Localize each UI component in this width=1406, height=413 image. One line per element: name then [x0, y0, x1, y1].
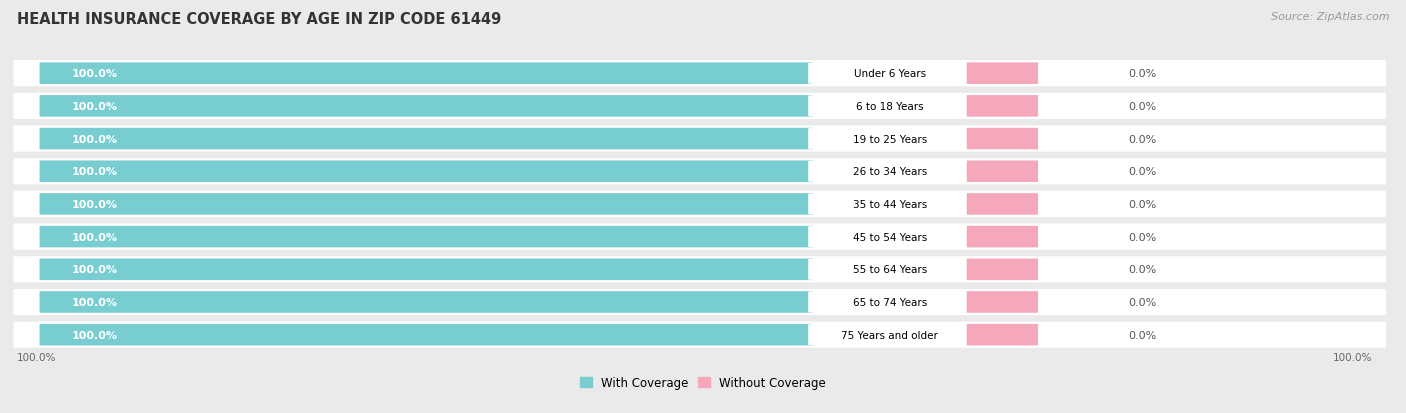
FancyBboxPatch shape — [14, 126, 1386, 152]
Text: 65 to 74 Years: 65 to 74 Years — [852, 297, 927, 307]
FancyBboxPatch shape — [14, 61, 1386, 87]
FancyBboxPatch shape — [14, 224, 1386, 250]
Text: 19 to 25 Years: 19 to 25 Years — [852, 134, 927, 144]
Text: 0.0%: 0.0% — [1128, 232, 1156, 242]
Text: 75 Years and older: 75 Years and older — [841, 330, 938, 340]
Text: 100.0%: 100.0% — [72, 102, 118, 112]
FancyBboxPatch shape — [808, 161, 963, 182]
FancyBboxPatch shape — [967, 96, 1038, 117]
Legend: With Coverage, Without Coverage: With Coverage, Without Coverage — [575, 371, 831, 394]
Text: 45 to 54 Years: 45 to 54 Years — [852, 232, 927, 242]
FancyBboxPatch shape — [39, 63, 813, 85]
Text: 100.0%: 100.0% — [1333, 352, 1372, 362]
Text: 100.0%: 100.0% — [72, 232, 118, 242]
Text: 0.0%: 0.0% — [1128, 265, 1156, 275]
Text: 100.0%: 100.0% — [72, 167, 118, 177]
FancyBboxPatch shape — [967, 292, 1038, 313]
FancyBboxPatch shape — [967, 226, 1038, 248]
FancyBboxPatch shape — [967, 161, 1038, 183]
Text: 35 to 44 Years: 35 to 44 Years — [852, 199, 927, 209]
FancyBboxPatch shape — [14, 256, 1386, 282]
Text: 0.0%: 0.0% — [1128, 199, 1156, 209]
Text: Under 6 Years: Under 6 Years — [853, 69, 925, 79]
Text: 100.0%: 100.0% — [72, 330, 118, 340]
FancyBboxPatch shape — [14, 289, 1386, 315]
Text: 0.0%: 0.0% — [1128, 297, 1156, 307]
Text: 0.0%: 0.0% — [1128, 330, 1156, 340]
Text: 100.0%: 100.0% — [72, 69, 118, 79]
FancyBboxPatch shape — [808, 325, 963, 345]
FancyBboxPatch shape — [14, 159, 1386, 185]
FancyBboxPatch shape — [967, 63, 1038, 85]
FancyBboxPatch shape — [39, 194, 813, 215]
Text: 0.0%: 0.0% — [1128, 134, 1156, 144]
FancyBboxPatch shape — [808, 129, 963, 150]
FancyBboxPatch shape — [39, 161, 813, 183]
Text: Source: ZipAtlas.com: Source: ZipAtlas.com — [1271, 12, 1389, 22]
Text: 100.0%: 100.0% — [72, 297, 118, 307]
FancyBboxPatch shape — [967, 259, 1038, 280]
FancyBboxPatch shape — [808, 227, 963, 247]
Text: 55 to 64 Years: 55 to 64 Years — [852, 265, 927, 275]
FancyBboxPatch shape — [808, 292, 963, 313]
Text: 100.0%: 100.0% — [17, 352, 56, 362]
Text: 100.0%: 100.0% — [72, 265, 118, 275]
FancyBboxPatch shape — [14, 322, 1386, 348]
FancyBboxPatch shape — [967, 128, 1038, 150]
FancyBboxPatch shape — [39, 324, 813, 346]
FancyBboxPatch shape — [808, 194, 963, 215]
FancyBboxPatch shape — [39, 259, 813, 280]
FancyBboxPatch shape — [39, 292, 813, 313]
FancyBboxPatch shape — [808, 96, 963, 117]
Text: 0.0%: 0.0% — [1128, 167, 1156, 177]
FancyBboxPatch shape — [39, 96, 813, 117]
FancyBboxPatch shape — [14, 191, 1386, 218]
FancyBboxPatch shape — [14, 94, 1386, 120]
FancyBboxPatch shape — [808, 64, 963, 84]
FancyBboxPatch shape — [39, 226, 813, 248]
Text: 6 to 18 Years: 6 to 18 Years — [856, 102, 924, 112]
FancyBboxPatch shape — [808, 259, 963, 280]
FancyBboxPatch shape — [967, 194, 1038, 215]
Text: 100.0%: 100.0% — [72, 199, 118, 209]
Text: 0.0%: 0.0% — [1128, 102, 1156, 112]
FancyBboxPatch shape — [39, 128, 813, 150]
FancyBboxPatch shape — [967, 324, 1038, 346]
Text: 0.0%: 0.0% — [1128, 69, 1156, 79]
Text: 100.0%: 100.0% — [72, 134, 118, 144]
Text: 26 to 34 Years: 26 to 34 Years — [852, 167, 927, 177]
Text: HEALTH INSURANCE COVERAGE BY AGE IN ZIP CODE 61449: HEALTH INSURANCE COVERAGE BY AGE IN ZIP … — [17, 12, 501, 27]
